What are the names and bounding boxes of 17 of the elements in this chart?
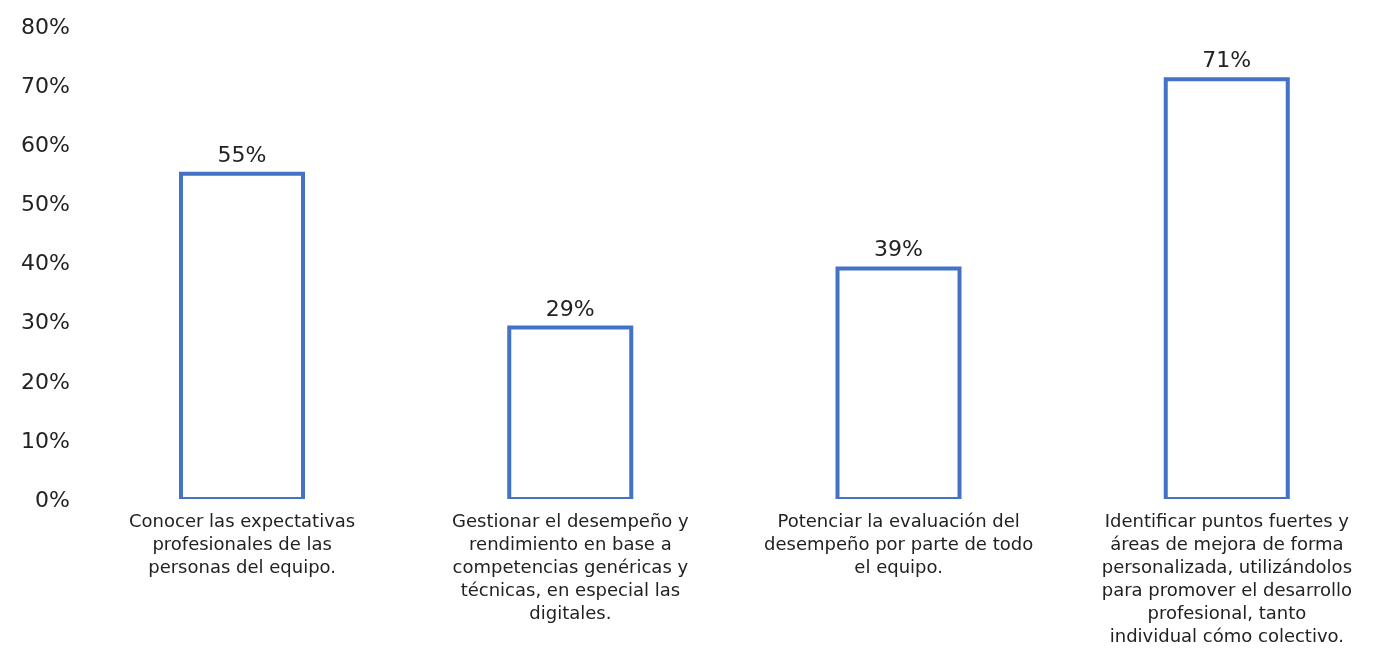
y-tick-label: 80% <box>21 13 70 39</box>
y-tick-label: 70% <box>21 72 70 98</box>
y-tick-label: 0% <box>35 486 70 512</box>
data-label: 39% <box>874 236 923 262</box>
data-label: 71% <box>1202 47 1252 73</box>
y-tick-label: 40% <box>21 250 70 276</box>
data-label: 55% <box>217 141 267 167</box>
x-tick-label: Gestionar el desempeño y rendimiento en base a competencias genéricas y técnicas, en especial las digitales. <box>452 510 690 623</box>
y-tick-label: 20% <box>21 368 70 394</box>
y-tick-label: 10% <box>21 427 70 453</box>
y-tick-label: 30% <box>21 309 70 335</box>
x-tick-label: Conocer las expectativas profesionales de las personas del equipo. <box>129 510 356 577</box>
x-tick-label: Identificar puntos fuertes y áreas de mejora de forma personalizada, utilizándolos para promover el desarrollo profesional, tanto individual cómo colectivo. <box>1101 510 1353 646</box>
y-tick-label: 50% <box>21 191 70 217</box>
x-tick-label: Potenciar la evaluación del desempeño por parte de todo el equipo. <box>764 510 1034 577</box>
data-label: 29% <box>545 295 595 321</box>
y-tick-label: 60% <box>21 132 70 158</box>
